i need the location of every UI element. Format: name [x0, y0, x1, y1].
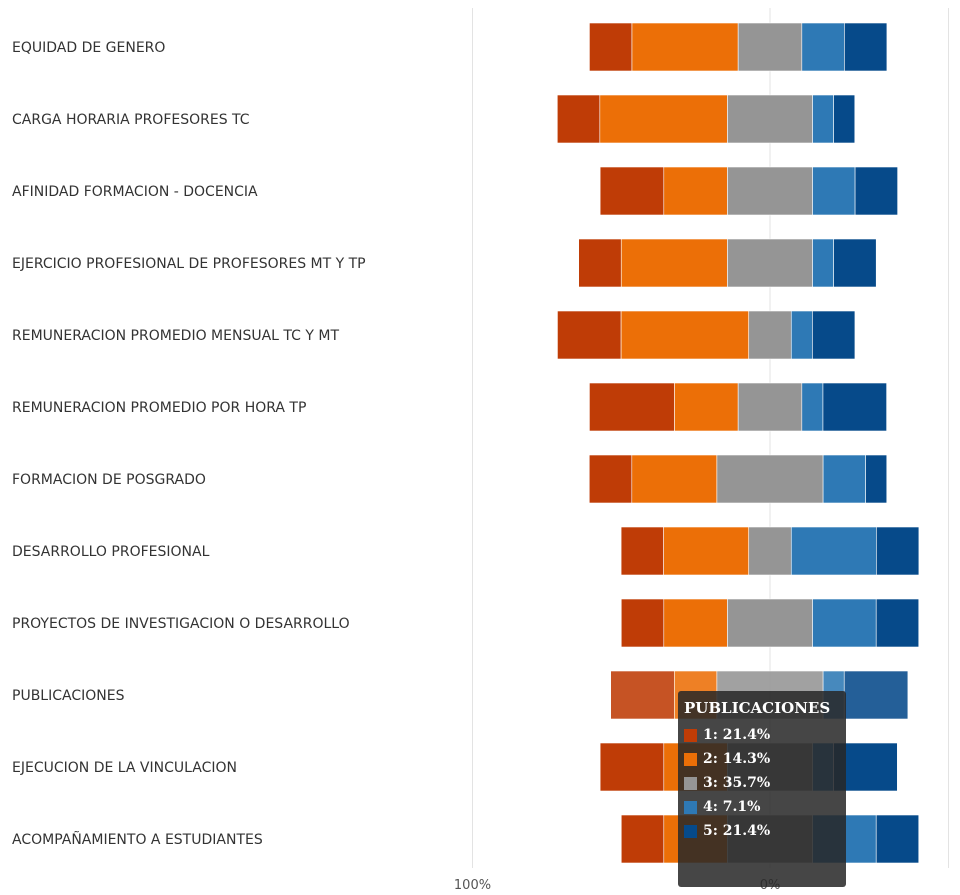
bar-segment-3 [737, 22, 803, 72]
bar-segment-1 [557, 310, 622, 360]
bar-segment-4 [801, 22, 845, 72]
category-label: EQUIDAD DE GENERO [12, 40, 165, 56]
tooltip-row-label: 4: 7.1% [703, 799, 761, 815]
legend-swatch [684, 776, 697, 790]
bar-segment-1 [589, 22, 633, 72]
tooltip-row: 2: 14.3% [684, 747, 840, 771]
bar-segment-5 [844, 22, 888, 72]
category-label: FORMACION DE POSGRADO [12, 472, 206, 488]
tooltip-row: 5: 21.4% [684, 819, 840, 843]
category-label: PUBLICACIONES [12, 688, 125, 704]
tooltip-row-label: 5: 21.4% [703, 823, 771, 839]
bar-segment-5 [843, 670, 909, 720]
bar-segment-4 [790, 526, 877, 576]
bar-segment-5 [822, 382, 887, 432]
tooltip-row: 4: 7.1% [684, 795, 840, 819]
legend-swatch [684, 800, 697, 814]
bar-segment-1 [588, 454, 633, 504]
category-label: ACOMPAÑAMIENTO A ESTUDIANTES [12, 831, 263, 848]
bar-segment-3 [748, 310, 792, 360]
legend-swatch [684, 752, 697, 766]
legend-swatch [684, 824, 697, 838]
tooltip-row: 1: 21.4% [684, 723, 840, 747]
bar-segment-3 [727, 94, 813, 144]
bar-segment-2 [663, 166, 728, 216]
tooltip: PUBLICACIONES 1: 21.4% 2: 14.3% 3: 35.7% 4:… [678, 691, 846, 887]
bar-segment-2 [631, 454, 718, 504]
category-labels: EQUIDAD DE GENERO CARGA HORARIA PROFESORE… [12, 40, 366, 848]
x-tick-label: 100% [454, 878, 491, 893]
bar-segment-1 [556, 94, 601, 144]
category-label: EJERCICIO PROFESIONAL DE PROFESORES MT Y… [12, 256, 366, 272]
bar-segment-2 [620, 310, 750, 360]
bar-segment-1 [599, 166, 665, 216]
category-label: EJECUCION DE LA VINCULACION [12, 760, 237, 776]
bar-segment-5 [875, 598, 920, 648]
bar-segment-1 [610, 670, 675, 720]
bar-segment-5 [833, 238, 877, 288]
bar-segment-4 [812, 598, 877, 648]
bar-segment-2 [631, 22, 739, 72]
bar-segment-5 [833, 94, 856, 144]
bar-segment-3 [748, 526, 792, 576]
bar-segment-4 [790, 310, 813, 360]
bar-segment-5 [865, 454, 888, 504]
category-label: PROYECTOS DE INVESTIGACION O DESARROLLO [12, 616, 350, 632]
bar-segment-4 [801, 382, 824, 432]
tooltip-row: 3: 35.7% [684, 771, 840, 795]
category-label: REMUNERACION PROMEDIO POR HORA TP [12, 400, 306, 416]
bar-segment-2 [663, 598, 728, 648]
bar-segment-3 [727, 166, 813, 216]
bar-segment-2 [674, 382, 739, 432]
legend-swatch [684, 728, 697, 742]
bar-segment-1 [620, 526, 664, 576]
bar-segment-2 [663, 526, 750, 576]
bar-segment-1 [578, 238, 622, 288]
tooltip-row-label: 2: 14.3% [703, 751, 771, 767]
category-label: CARGA HORARIA PROFESORES TC [12, 112, 250, 128]
bar-segment-3 [716, 454, 824, 504]
category-label: DESARROLLO PROFESIONAL [12, 544, 210, 560]
category-label: AFINIDAD FORMACION - DOCENCIA [12, 184, 258, 200]
bar-segment-5 [812, 310, 856, 360]
tooltip-row-label: 1: 21.4% [703, 727, 771, 743]
bar-segment-2 [620, 238, 728, 288]
tooltip-row-label: 3: 35.7% [703, 775, 771, 791]
bar-segment-5 [854, 166, 898, 216]
bar-segment-4 [812, 238, 834, 288]
bar-segment-1 [620, 814, 665, 864]
bar-segment-4 [812, 94, 834, 144]
bar-segment-1 [599, 742, 665, 792]
bar-segment-4 [822, 454, 866, 504]
bar-segment-1 [589, 382, 675, 432]
bar-segment-3 [727, 598, 813, 648]
category-label: REMUNERACION PROMEDIO MENSUAL TC Y MT [12, 328, 339, 344]
bar-segment-4 [812, 166, 856, 216]
bar-segment-3 [727, 238, 813, 288]
bar-segment-2 [599, 94, 728, 144]
bar-segment-5 [875, 814, 920, 864]
tooltip-title: PUBLICACIONES [684, 699, 831, 717]
bar-segment-3 [737, 382, 803, 432]
bar-segment-5 [876, 526, 920, 576]
bar-segment-1 [620, 598, 665, 648]
